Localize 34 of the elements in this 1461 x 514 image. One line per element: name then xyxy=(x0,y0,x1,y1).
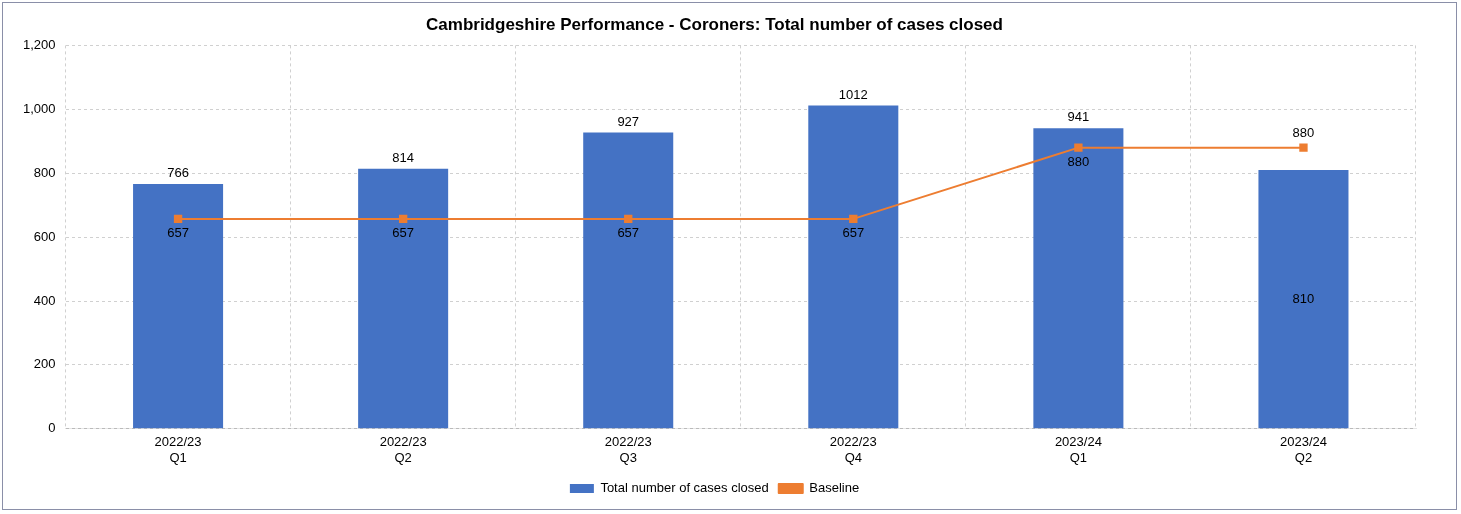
bar xyxy=(1033,128,1124,429)
y-tick-label: 800 xyxy=(33,164,56,180)
x-tick-label: 2023/24 Q2 xyxy=(1279,434,1327,465)
x-tick-label: 2022/23 Q3 xyxy=(604,434,652,465)
y-tick-label: 0 xyxy=(48,420,56,436)
data-label: 657 xyxy=(842,224,865,240)
legend-label: Total number of cases closed xyxy=(600,480,769,496)
data-label: 880 xyxy=(1292,124,1315,140)
data-label: 941 xyxy=(1067,109,1090,125)
x-tick-label: 2022/23 Q1 xyxy=(154,434,202,465)
bar xyxy=(133,184,224,429)
data-label: 880 xyxy=(1067,153,1090,169)
y-tick-label: 400 xyxy=(33,292,56,308)
data-label: 657 xyxy=(392,224,414,240)
data-label: 810 xyxy=(1292,290,1315,306)
y-tick-label: 600 xyxy=(33,228,56,244)
chart-title: Cambridgeshire Performance - Coroners: Total number of cases closed xyxy=(426,14,1003,34)
bar xyxy=(1258,170,1349,429)
data-label: 657 xyxy=(617,224,640,240)
x-tick-label: 2023/24 Q1 xyxy=(1054,434,1102,465)
y-tick-label: 1,000 xyxy=(22,100,56,116)
bar xyxy=(583,132,674,429)
bar xyxy=(808,105,899,429)
legend-label: Baseline xyxy=(809,480,860,496)
data-label: 657 xyxy=(167,224,189,240)
data-label: 766 xyxy=(167,165,189,181)
x-tick-label: 2022/23 Q4 xyxy=(829,434,877,465)
y-tick-label: 1,200 xyxy=(22,36,56,52)
data-label: 1012 xyxy=(838,86,868,102)
bar xyxy=(358,168,449,429)
x-tick-label: 2022/23 Q2 xyxy=(379,434,427,465)
data-label: 927 xyxy=(617,113,640,129)
y-tick-label: 200 xyxy=(33,356,56,372)
data-label: 814 xyxy=(392,149,414,165)
